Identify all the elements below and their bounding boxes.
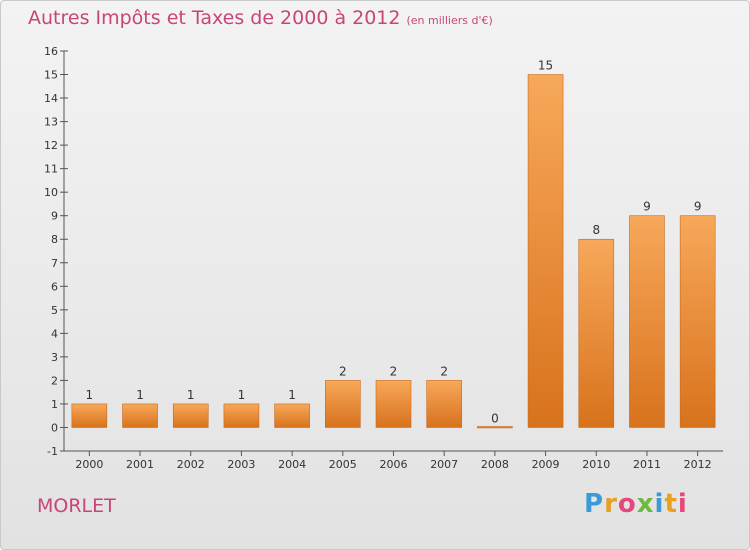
logo-letter: i bbox=[677, 489, 688, 519]
data-label: 1 bbox=[187, 388, 195, 402]
x-tick-label: 2000 bbox=[75, 458, 103, 471]
data-label: 0 bbox=[491, 411, 499, 425]
logo-letter: P bbox=[584, 489, 605, 519]
bar bbox=[274, 403, 310, 428]
y-tick-label: -1 bbox=[47, 445, 58, 458]
bar bbox=[172, 403, 209, 428]
bar bbox=[71, 403, 108, 428]
logo-letter: i bbox=[654, 489, 665, 519]
data-label: 9 bbox=[643, 200, 651, 214]
y-tick-label: 5 bbox=[51, 304, 58, 317]
y-tick-label: 1 bbox=[51, 398, 58, 411]
y-tick-label: 10 bbox=[44, 186, 58, 199]
x-tick-label: 2004 bbox=[278, 458, 306, 471]
x-tick-label: 2011 bbox=[633, 458, 661, 471]
bar bbox=[477, 426, 513, 429]
data-label: 9 bbox=[694, 200, 702, 214]
data-label: 2 bbox=[440, 364, 448, 378]
y-tick-label: 11 bbox=[44, 163, 58, 176]
logo-letter: x bbox=[636, 489, 655, 519]
bar bbox=[578, 238, 615, 428]
y-tick-label: 14 bbox=[44, 92, 58, 105]
y-tick-label: 16 bbox=[44, 45, 58, 58]
x-tick-label: 2002 bbox=[177, 458, 205, 471]
data-label: 1 bbox=[238, 388, 246, 402]
y-tick-label: 0 bbox=[51, 421, 58, 434]
data-label: 15 bbox=[538, 59, 553, 73]
logo-letter: o bbox=[617, 489, 637, 519]
x-tick-label: 2012 bbox=[684, 458, 712, 471]
y-tick-label: 12 bbox=[44, 139, 58, 152]
y-tick-label: 13 bbox=[44, 116, 58, 129]
commune-name: MORLET bbox=[37, 495, 116, 517]
data-label: 1 bbox=[86, 388, 94, 402]
bar bbox=[679, 215, 716, 428]
data-labels: 1 1 1 1 1 2 2 2 0 15 8 9 9 bbox=[86, 59, 702, 426]
bar bbox=[426, 380, 462, 428]
bar bbox=[122, 403, 158, 428]
data-label: 2 bbox=[390, 364, 398, 378]
y-tick-label: 8 bbox=[51, 233, 58, 246]
x-tick-label: 2007 bbox=[430, 458, 458, 471]
chart-title: Autres Impôts et Taxes de 2000 à 2012 (en… bbox=[28, 7, 493, 29]
data-label: 1 bbox=[136, 388, 144, 402]
bars bbox=[71, 74, 716, 429]
data-label: 1 bbox=[288, 388, 296, 402]
y-tick-label: 4 bbox=[51, 327, 58, 340]
y-tick-label: 15 bbox=[44, 69, 58, 82]
x-tick-label: 2003 bbox=[227, 458, 255, 471]
x-tick-label: 2010 bbox=[582, 458, 610, 471]
bar bbox=[223, 403, 260, 428]
x-tick-label: 2008 bbox=[481, 458, 509, 471]
proxiti-logo[interactable]: Proxiti bbox=[584, 489, 688, 519]
logo-letter: t bbox=[664, 489, 678, 519]
y-tick-label: 7 bbox=[51, 257, 58, 270]
x-tick-label: 2001 bbox=[126, 458, 154, 471]
chart-title-unit: (en milliers d'€) bbox=[406, 14, 493, 27]
bar bbox=[375, 380, 412, 428]
bar bbox=[629, 215, 665, 428]
y-tick-label: 3 bbox=[51, 351, 58, 364]
x-tick-label: 2009 bbox=[532, 458, 560, 471]
y-tick-label: 6 bbox=[51, 280, 58, 293]
chart-title-main: Autres Impôts et Taxes de 2000 à 2012 bbox=[28, 7, 401, 29]
data-label: 2 bbox=[339, 364, 347, 378]
logo-letter: r bbox=[604, 489, 618, 519]
bar bbox=[527, 74, 564, 428]
bar bbox=[325, 380, 361, 428]
data-label: 8 bbox=[592, 223, 600, 237]
x-tick-label: 2006 bbox=[380, 458, 408, 471]
y-tick-label: 2 bbox=[51, 374, 58, 387]
x-tick-label: 2005 bbox=[329, 458, 357, 471]
y-tick-label: 9 bbox=[51, 210, 58, 223]
